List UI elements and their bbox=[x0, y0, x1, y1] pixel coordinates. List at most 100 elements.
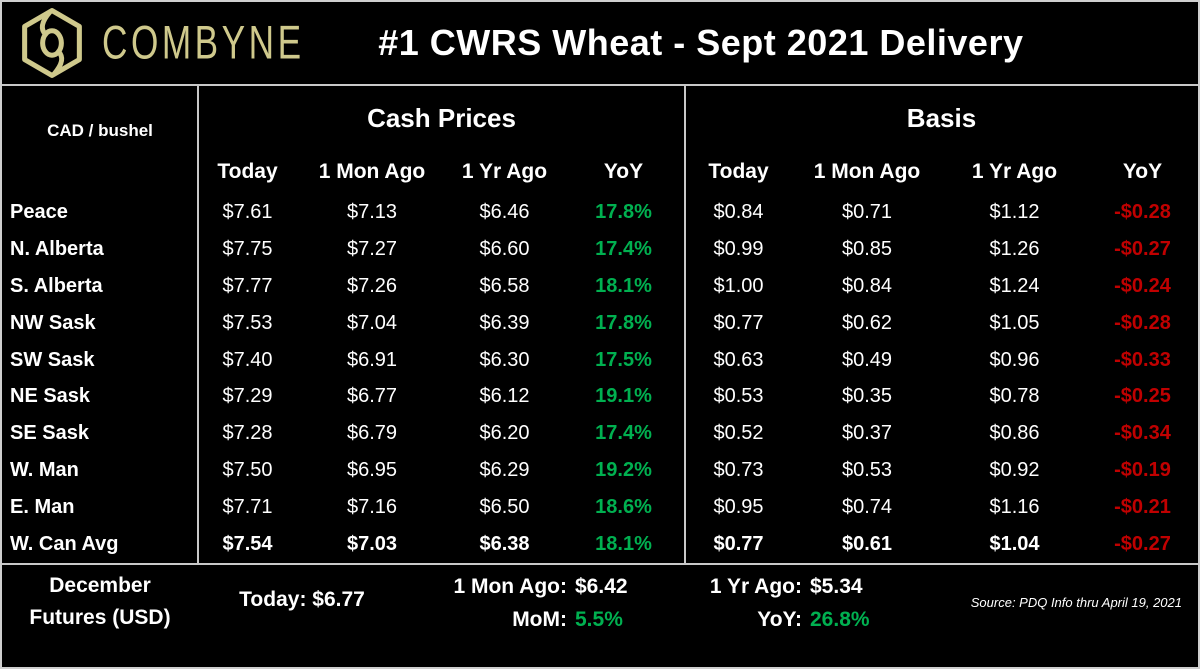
basis-yoy-value: -$0.33 bbox=[1114, 348, 1171, 371]
basis-1yr-value: $1.16 bbox=[989, 496, 1040, 519]
table-row: Peace $7.61 $7.13 $6.46 17.8% $0.84 $0.7… bbox=[2, 194, 1198, 231]
basis-today-value: $0.52 bbox=[713, 422, 764, 445]
basis-1mon-value: $0.49 bbox=[841, 348, 893, 371]
report-header: COMBYNE #1 CWRS Wheat - Sept 2021 Delive… bbox=[2, 2, 1198, 86]
basis-today-value: $0.84 bbox=[713, 200, 764, 223]
basis-today-value: $0.77 bbox=[713, 311, 764, 334]
futures-label-line1: December bbox=[49, 574, 151, 597]
futures-mom-value: 5.5% bbox=[575, 608, 623, 631]
cash-yoy-value: 18.1% bbox=[595, 274, 652, 297]
unit-label: CAD / bushel bbox=[47, 121, 153, 140]
basis-1yr-value: $0.92 bbox=[989, 459, 1040, 482]
basis-yoy-value: -$0.24 bbox=[1114, 274, 1171, 297]
cash-1yr-value: $6.46 bbox=[479, 200, 530, 223]
basis-1yr-value: $0.78 bbox=[989, 385, 1040, 408]
futures-footer: December Futures (USD) Today: $6.77 1 Mo… bbox=[2, 563, 1198, 667]
futures-1mon-value: $6.42 bbox=[575, 575, 628, 598]
cash-yoy-value: 17.8% bbox=[595, 311, 652, 334]
basis-yoy-value: -$0.28 bbox=[1114, 200, 1171, 223]
cash-1yr-value: $6.50 bbox=[479, 496, 530, 519]
table-row: E. Man $7.71 $7.16 $6.50 18.6% $0.95 $0.… bbox=[2, 489, 1198, 526]
basis-1mon-value: $0.35 bbox=[841, 385, 893, 408]
table-row-average: W. Can Avg $7.54 $7.03 $6.38 18.1% $0.77… bbox=[2, 526, 1198, 563]
basis-1mon-value: $0.37 bbox=[841, 422, 893, 445]
cash-1yr-value: $6.12 bbox=[479, 385, 530, 408]
column-header-row: Today 1 Mon Ago 1 Yr Ago YoY Today 1 Mon… bbox=[2, 150, 1198, 194]
cash-today-value: $7.61 bbox=[222, 200, 273, 223]
brand-wordmark: COMBYNE bbox=[102, 16, 305, 69]
basis-today-value: $0.73 bbox=[713, 459, 764, 482]
basis-1mon-value: $0.84 bbox=[841, 274, 893, 297]
futures-mom-label: MoM: bbox=[512, 608, 567, 631]
cash-1mon-value: $6.95 bbox=[346, 459, 398, 482]
basis-1yr-value: $1.04 bbox=[989, 533, 1040, 556]
basis-1yr-value: $0.86 bbox=[989, 422, 1040, 445]
region-label: W. Can Avg bbox=[10, 533, 119, 556]
basis-1mon-value: $0.62 bbox=[841, 311, 893, 334]
basis-yoy-value: -$0.34 bbox=[1114, 422, 1171, 445]
basis-today-value: $0.53 bbox=[713, 385, 764, 408]
cash-yoy-value: 17.8% bbox=[595, 200, 652, 223]
cash-1mon-value: $7.13 bbox=[346, 200, 398, 223]
table-row: NE Sask $7.29 $6.77 $6.12 19.1% $0.53 $0… bbox=[2, 379, 1198, 416]
cash-today-value: $7.75 bbox=[222, 237, 273, 260]
table-row: S. Alberta $7.77 $7.26 $6.58 18.1% $1.00… bbox=[2, 268, 1198, 305]
divider-left-column bbox=[197, 86, 199, 563]
basis-yoy-value: -$0.25 bbox=[1114, 385, 1171, 408]
basis-1mon-value: $0.71 bbox=[841, 200, 893, 223]
basis-yoy-value: -$0.27 bbox=[1114, 237, 1171, 260]
combyne-logo-icon bbox=[22, 8, 82, 78]
cash-yoy-value: 18.1% bbox=[595, 533, 652, 556]
cash-1mon-value: $7.04 bbox=[346, 311, 398, 334]
section-title-cash: Cash Prices bbox=[367, 102, 516, 133]
futures-label-line2: Futures (USD) bbox=[29, 606, 171, 629]
futures-year-block: 1 Yr Ago: $5.34 YoY: 26.8% bbox=[690, 570, 870, 636]
futures-today-label: Today: bbox=[239, 588, 307, 611]
futures-1mon-label: 1 Mon Ago: bbox=[453, 575, 567, 598]
basis-today-value: $0.77 bbox=[713, 533, 764, 556]
col-cash-yoy: YoY bbox=[603, 160, 644, 183]
table-row: SE Sask $7.28 $6.79 $6.20 17.4% $0.52 $0… bbox=[2, 415, 1198, 452]
region-label: SE Sask bbox=[10, 422, 89, 445]
cash-1mon-value: $6.91 bbox=[346, 348, 398, 371]
futures-yoy-value: 26.8% bbox=[810, 608, 870, 631]
region-label: NE Sask bbox=[10, 385, 91, 408]
cash-today-value: $7.40 bbox=[222, 348, 273, 371]
region-label: N. Alberta bbox=[10, 237, 104, 260]
region-label: SW Sask bbox=[10, 348, 95, 371]
cash-yoy-value: 17.4% bbox=[595, 422, 652, 445]
futures-month-block: 1 Mon Ago: $6.42 MoM: 5.5% bbox=[420, 570, 628, 636]
cash-1yr-value: $6.58 bbox=[479, 274, 530, 297]
region-label: E. Man bbox=[10, 496, 75, 519]
cash-yoy-value: 19.1% bbox=[595, 385, 652, 408]
futures-yoy-label: YoY: bbox=[757, 608, 802, 631]
cash-1yr-value: $6.38 bbox=[479, 533, 530, 556]
table-row: N. Alberta $7.75 $7.27 $6.60 17.4% $0.99… bbox=[2, 231, 1198, 268]
futures-1yr-label: 1 Yr Ago: bbox=[709, 575, 802, 598]
basis-1yr-value: $1.26 bbox=[989, 237, 1040, 260]
basis-today-value: $0.95 bbox=[713, 496, 764, 519]
basis-1yr-value: $1.24 bbox=[989, 274, 1040, 297]
cash-1mon-value: $6.79 bbox=[346, 422, 398, 445]
basis-1mon-value: $0.61 bbox=[841, 533, 893, 556]
basis-today-value: $0.99 bbox=[713, 237, 764, 260]
futures-label: December Futures (USD) bbox=[2, 570, 198, 634]
basis-1mon-value: $0.74 bbox=[841, 496, 893, 519]
cash-1mon-value: $7.03 bbox=[346, 533, 398, 556]
cash-1mon-value: $7.16 bbox=[346, 496, 398, 519]
basis-yoy-value: -$0.19 bbox=[1114, 459, 1171, 482]
cash-today-value: $7.50 bbox=[222, 459, 273, 482]
col-basis-yoy: YoY bbox=[1122, 160, 1163, 183]
cash-today-value: $7.77 bbox=[222, 274, 273, 297]
basis-yoy-value: -$0.21 bbox=[1114, 496, 1171, 519]
source-note: Source: PDQ Info thru April 19, 2021 bbox=[970, 595, 1182, 610]
cash-1mon-value: $7.27 bbox=[346, 237, 398, 260]
col-cash-today: Today bbox=[217, 160, 278, 183]
futures-1yr-value: $5.34 bbox=[810, 575, 863, 598]
cash-yoy-value: 17.5% bbox=[595, 348, 652, 371]
basis-1yr-value: $0.96 bbox=[989, 348, 1040, 371]
basis-1yr-value: $1.12 bbox=[989, 200, 1040, 223]
cash-today-value: $7.53 bbox=[222, 311, 273, 334]
region-label: W. Man bbox=[10, 459, 79, 482]
